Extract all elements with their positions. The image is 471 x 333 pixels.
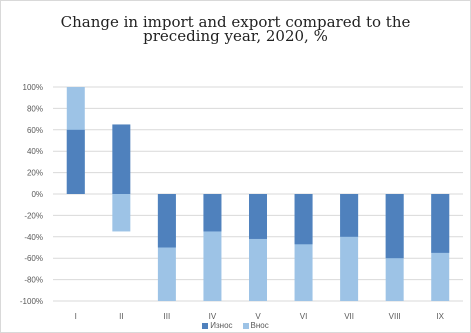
chart-legend: Износ Внос <box>1 320 470 332</box>
bar-export-IV <box>203 194 222 232</box>
y-tick-label: -40% <box>24 233 43 242</box>
x-tick-label: VIII <box>389 312 401 321</box>
x-tick-label: VII <box>344 312 354 321</box>
y-tick-label: 100% <box>23 83 43 92</box>
chart-title-line-1: Change in import and export compared to … <box>60 13 411 31</box>
bar-export-VII <box>340 194 359 237</box>
x-tick-label: VI <box>300 312 308 321</box>
y-tick-label: 80% <box>27 104 43 113</box>
bar-export-IX <box>431 194 450 253</box>
bar-import-II <box>112 194 131 232</box>
bar-export-III <box>157 194 176 248</box>
x-tick-label: III <box>164 312 171 321</box>
legend-label-import: Внос <box>250 321 269 330</box>
legend-item-export: Износ <box>202 320 233 332</box>
chart-title-line-2: preceding year, 2020, % <box>143 27 328 45</box>
y-tick-label: -100% <box>20 297 43 306</box>
x-tick-label: I <box>75 312 77 321</box>
bar-export-I <box>66 129 85 194</box>
legend-swatch-export <box>202 323 209 329</box>
y-tick-label: 0% <box>31 190 43 199</box>
y-tick-label: 60% <box>27 126 43 135</box>
y-tick-label: -60% <box>24 254 43 263</box>
bar-export-VIII <box>385 194 404 259</box>
x-tick-label: V <box>255 312 261 321</box>
x-tick-label: IX <box>436 312 444 321</box>
y-tick-label: 40% <box>27 147 43 156</box>
y-tick-label: -80% <box>24 276 43 285</box>
y-tick-label: 20% <box>27 169 43 178</box>
bar-export-V <box>249 194 267 239</box>
legend-item-import: Внос <box>242 320 269 332</box>
bar-export-II <box>112 124 131 194</box>
x-tick-label: II <box>119 312 123 321</box>
x-tick-label: IV <box>209 312 217 321</box>
bar-export-VI <box>294 194 313 245</box>
legend-label-export: Износ <box>210 321 233 330</box>
legend-swatch-import <box>242 323 249 329</box>
y-tick-label: -20% <box>24 211 43 220</box>
